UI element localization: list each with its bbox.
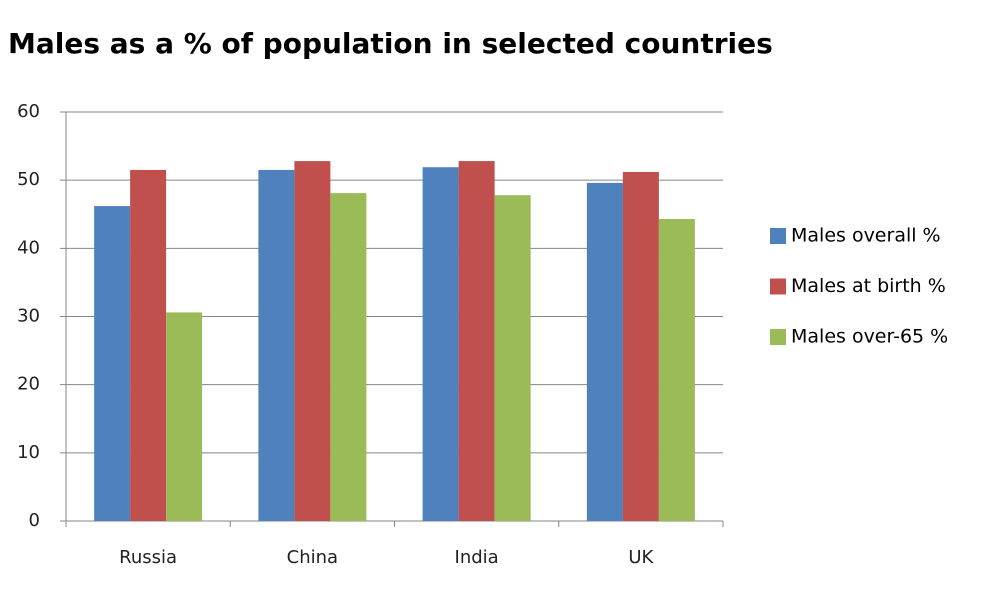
y-tick-label: 60 (17, 101, 40, 122)
bar (422, 167, 459, 521)
bar (94, 206, 131, 521)
bar (458, 161, 495, 521)
legend-swatch (770, 228, 786, 244)
legend-swatch (770, 329, 786, 345)
bar (586, 182, 623, 522)
y-tick-label: 20 (17, 374, 40, 395)
chart-title: Males as a % of population in selected c… (8, 27, 773, 60)
y-tick-label: 10 (17, 442, 40, 463)
legend-label: Males at birth % (791, 275, 946, 297)
legend-swatch (770, 278, 786, 295)
bar (330, 193, 367, 521)
x-tick-label: China (287, 547, 338, 568)
bar (294, 161, 331, 521)
bar (166, 312, 203, 521)
bar (658, 219, 695, 521)
x-tick-label: Russia (119, 547, 177, 568)
x-tick-label: India (455, 547, 499, 568)
y-tick-label: 40 (17, 237, 40, 258)
legend-label: Males overall % (791, 225, 941, 247)
y-tick-label: 30 (17, 306, 40, 327)
bar (622, 171, 659, 521)
bar (130, 169, 167, 522)
y-tick-label: 0 (29, 510, 40, 531)
x-tick-label: UK (628, 547, 654, 568)
bar (258, 169, 295, 522)
bar (494, 195, 531, 521)
legend-label: Males over-65 % (791, 326, 948, 348)
y-tick-label: 50 (17, 169, 40, 190)
